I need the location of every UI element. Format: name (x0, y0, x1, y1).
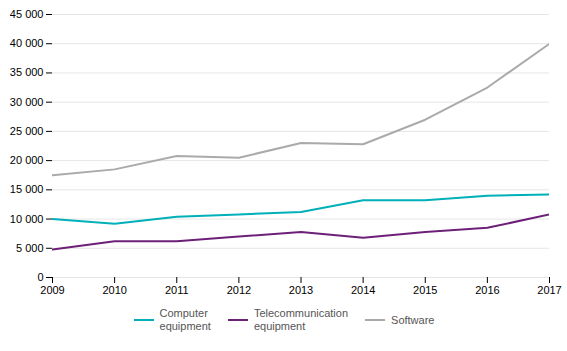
svg-text:45 000: 45 000 (10, 8, 44, 20)
svg-text:2013: 2013 (289, 284, 313, 296)
svg-text:20 000: 20 000 (10, 154, 44, 166)
svg-text:0: 0 (37, 271, 43, 283)
svg-text:5 000: 5 000 (16, 242, 44, 254)
svg-text:2016: 2016 (475, 284, 499, 296)
html-text:Computer equipment: Computer equipment (159, 307, 211, 333)
svg-text:10 000: 10 000 (10, 213, 44, 225)
html-text:Telecommunication equipment: Telecommunication equipment (253, 307, 348, 333)
svg-text:2010: 2010 (102, 284, 126, 296)
svg-text:35 000: 35 000 (10, 66, 44, 78)
html-text:Software: Software (391, 313, 435, 326)
svg-text:25 000: 25 000 (10, 125, 44, 137)
svg-text:40 000: 40 000 (10, 37, 44, 49)
svg-text:2015: 2015 (413, 284, 437, 296)
svg-text:15 000: 15 000 (10, 183, 44, 195)
svg-text:2017: 2017 (537, 284, 561, 296)
svg-text:2012: 2012 (227, 284, 251, 296)
svg-text:2014: 2014 (351, 284, 375, 296)
svg-text:2009: 2009 (40, 284, 64, 296)
svg-text:30 000: 30 000 (10, 96, 44, 108)
svg-text:2011: 2011 (165, 284, 189, 296)
